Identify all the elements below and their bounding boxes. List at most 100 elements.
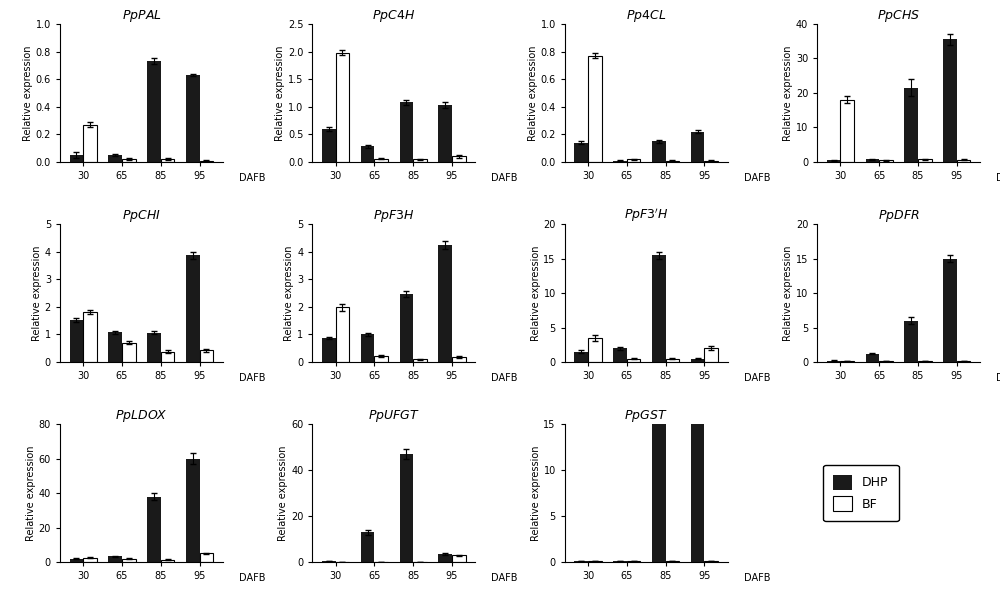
Bar <box>336 307 349 362</box>
Bar <box>70 559 83 562</box>
Bar <box>122 559 136 562</box>
X-axis label: DAFB: DAFB <box>996 373 1000 383</box>
Bar <box>652 141 666 162</box>
Bar <box>613 160 627 162</box>
Bar <box>652 194 666 562</box>
Bar <box>840 100 854 162</box>
Bar <box>186 255 200 362</box>
Legend: DHP, BF: DHP, BF <box>823 465 899 521</box>
Bar <box>627 159 640 162</box>
Bar <box>652 255 666 362</box>
Bar <box>574 561 588 562</box>
Bar <box>588 561 602 562</box>
Bar <box>704 160 718 162</box>
Title: $\it{PpCHI}$: $\it{PpCHI}$ <box>122 208 161 224</box>
Bar <box>70 155 83 162</box>
Bar <box>666 359 679 362</box>
Bar <box>122 343 136 362</box>
Bar <box>588 56 602 162</box>
Y-axis label: Relative expression: Relative expression <box>26 446 36 541</box>
Bar <box>588 338 602 362</box>
Title: $\it{PpCHS}$: $\it{PpCHS}$ <box>877 8 920 24</box>
Bar <box>438 105 452 162</box>
Bar <box>957 361 970 362</box>
Bar <box>147 61 161 162</box>
Bar <box>83 312 97 362</box>
Bar <box>108 556 122 562</box>
Bar <box>147 496 161 562</box>
Bar <box>613 348 627 362</box>
Y-axis label: Relative expression: Relative expression <box>284 245 294 341</box>
Bar <box>374 356 388 362</box>
Bar <box>613 561 627 562</box>
Bar <box>70 320 83 362</box>
Y-axis label: Relative expression: Relative expression <box>278 446 288 541</box>
X-axis label: DAFB: DAFB <box>491 573 518 583</box>
Bar <box>361 147 374 162</box>
Bar <box>574 142 588 162</box>
Bar <box>627 359 640 362</box>
Bar <box>827 361 840 362</box>
Bar <box>200 554 213 562</box>
Bar <box>452 357 466 362</box>
Bar <box>666 561 679 562</box>
X-axis label: DAFB: DAFB <box>744 373 770 383</box>
X-axis label: DAFB: DAFB <box>491 173 518 183</box>
Bar <box>918 361 932 362</box>
Bar <box>904 321 918 362</box>
Y-axis label: Relative expression: Relative expression <box>531 446 541 541</box>
Y-axis label: Relative expression: Relative expression <box>783 245 793 341</box>
Bar <box>840 361 854 362</box>
Bar <box>200 160 213 162</box>
Bar <box>704 348 718 362</box>
Bar <box>400 102 413 162</box>
Bar <box>666 160 679 162</box>
Bar <box>186 75 200 162</box>
Bar <box>943 258 957 362</box>
Bar <box>866 354 879 362</box>
Bar <box>627 561 640 562</box>
Title: $\it{PpUFGT}$: $\it{PpUFGT}$ <box>368 408 420 424</box>
Bar <box>704 561 718 562</box>
Y-axis label: Relative expression: Relative expression <box>531 245 541 341</box>
X-axis label: DAFB: DAFB <box>239 373 265 383</box>
Title: $\it{PpGST}$: $\it{PpGST}$ <box>624 408 668 424</box>
Y-axis label: Relative expression: Relative expression <box>32 245 42 341</box>
Title: $\it{PpLDOX}$: $\it{PpLDOX}$ <box>115 408 168 424</box>
Title: $\it{PpF3'H}$: $\it{PpF3'H}$ <box>624 206 668 224</box>
X-axis label: DAFB: DAFB <box>744 573 770 583</box>
X-axis label: DAFB: DAFB <box>744 173 770 183</box>
Y-axis label: Relative expression: Relative expression <box>275 45 285 141</box>
Y-axis label: Relative expression: Relative expression <box>783 45 793 141</box>
Bar <box>452 157 466 162</box>
Bar <box>691 359 704 362</box>
Bar <box>879 361 893 362</box>
Bar <box>161 159 174 162</box>
Bar <box>322 338 336 362</box>
Bar <box>943 39 957 162</box>
Bar <box>200 350 213 362</box>
X-axis label: DAFB: DAFB <box>996 173 1000 183</box>
Bar <box>438 554 452 562</box>
Bar <box>122 159 136 162</box>
Bar <box>186 459 200 562</box>
Title: $\it{PpPAL}$: $\it{PpPAL}$ <box>122 8 161 24</box>
Bar <box>336 53 349 162</box>
Bar <box>452 555 466 562</box>
Title: $\it{PpC4H}$: $\it{PpC4H}$ <box>372 8 415 24</box>
Bar <box>957 160 970 162</box>
Bar <box>413 159 427 162</box>
Bar <box>83 558 97 562</box>
X-axis label: DAFB: DAFB <box>491 373 518 383</box>
Title: $\it{PpDFR}$: $\it{PpDFR}$ <box>878 208 919 224</box>
Bar <box>108 332 122 362</box>
Bar <box>161 560 174 562</box>
X-axis label: DAFB: DAFB <box>239 173 265 183</box>
Bar <box>827 160 840 162</box>
Bar <box>413 359 427 362</box>
Title: $\it{PpF3H}$: $\it{PpF3H}$ <box>373 208 414 224</box>
Bar <box>904 88 918 162</box>
Bar <box>83 124 97 162</box>
Bar <box>400 454 413 562</box>
Bar <box>866 159 879 162</box>
